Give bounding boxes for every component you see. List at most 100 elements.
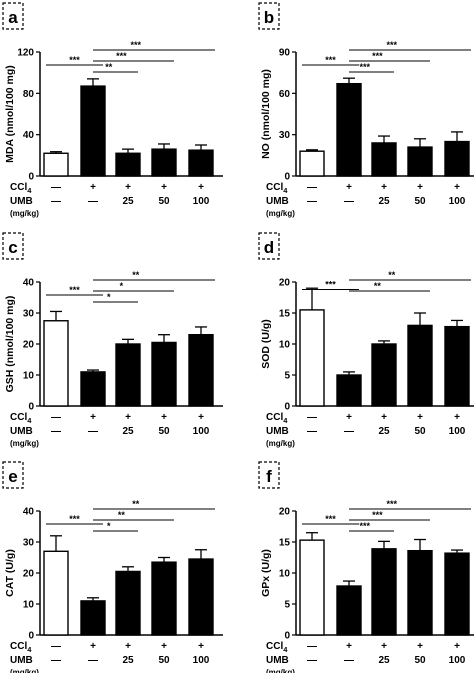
panel-d-bar xyxy=(444,325,470,407)
panel-c-bar xyxy=(151,341,177,407)
panel-f-significance-label: *** xyxy=(372,510,383,520)
ccl4-subscript: 4 xyxy=(283,645,288,654)
panel-e-ccl4-cell: + xyxy=(198,641,204,652)
panel-a-letter: a xyxy=(8,8,18,27)
panel-f-y-tick-label: 15 xyxy=(279,538,291,549)
panel-f-bar xyxy=(444,552,470,636)
panel-e-significance-label: * xyxy=(107,521,111,531)
panel-d-unit-label: (mg/kg) xyxy=(266,439,295,448)
panel-d-letter-box xyxy=(258,232,280,260)
panel-d-significance-label: ** xyxy=(374,281,382,291)
panel-b-umb-cell: 50 xyxy=(414,196,426,207)
panel-c-umb-cell: 100 xyxy=(193,426,210,437)
ccl4-subscript: 4 xyxy=(27,186,32,195)
panel-a-significance-label: ** xyxy=(105,62,113,72)
panel-c-significance-label: ** xyxy=(132,270,140,280)
ccl4-label-text: CCl xyxy=(266,412,283,423)
panel-e-significance-label: ** xyxy=(132,499,140,509)
panel-d-ccl4-cell: + xyxy=(454,412,460,423)
panel-e-y-tick-label: 0 xyxy=(28,631,34,642)
panel-e-letter-box xyxy=(2,461,24,489)
ccl4-subscript: 4 xyxy=(283,186,288,195)
panel-a-ccl4-label: CCl4 xyxy=(10,182,32,195)
panel-a-bar xyxy=(188,149,214,177)
panel-e-y-tick-label: 10 xyxy=(23,600,35,611)
panel-c-umb-cell: — xyxy=(88,426,98,437)
panel-e-y-tick-label: 30 xyxy=(23,538,35,549)
panel-f-bar xyxy=(371,548,397,636)
panel-c-ccl4-cell: + xyxy=(198,412,204,423)
panel-e-y-axis-label: CAT (U/g) xyxy=(4,549,16,597)
panel-f-significance-label: *** xyxy=(359,521,370,531)
panel-d-ccl4-cell: + xyxy=(381,412,387,423)
panel-b-umb-cell: — xyxy=(307,196,317,207)
panel-e-significance-label: *** xyxy=(69,514,80,524)
panel-e-ccl4-cell: — xyxy=(51,641,61,652)
panel-b-significance-label: *** xyxy=(372,51,383,61)
panel-f-umb-cell: 25 xyxy=(378,655,390,666)
panel-e-umb-cell: 25 xyxy=(122,655,134,666)
panel-a-umb-cell: 25 xyxy=(122,196,134,207)
panel-b-bar xyxy=(336,82,362,177)
panel-a-significance-label: *** xyxy=(130,40,141,50)
panel-f-letter: f xyxy=(266,467,272,486)
panel-a-bar xyxy=(115,152,141,177)
ccl4-label-text: CCl xyxy=(10,182,27,193)
panel-e-umb-cell: — xyxy=(88,655,98,666)
panel-e-bar xyxy=(115,570,141,636)
panel-b-ccl4-cell: — xyxy=(307,182,317,193)
panel-b-significance-label: *** xyxy=(359,62,370,72)
panel-e-bar xyxy=(188,558,214,636)
panel-c-umb-cell: — xyxy=(51,426,61,437)
ccl4-label-text: CCl xyxy=(10,641,27,652)
panel-d-umb-cell: 100 xyxy=(449,426,466,437)
panel-e-ccl4-cell: + xyxy=(90,641,96,652)
panel-a-umb-cell: — xyxy=(88,196,98,207)
panel-f-umb-label: UMB xyxy=(266,655,289,666)
panel-a-y-tick-label: 80 xyxy=(23,89,35,100)
panel-c-bar xyxy=(115,343,141,407)
panel-c-ccl4-label: CCl4 xyxy=(10,412,32,425)
panel-a-y-tick-label: 120 xyxy=(17,48,34,59)
panel-a-letter-box xyxy=(2,2,24,30)
panel-c-umb-label: UMB xyxy=(10,426,33,437)
panel-a-y-tick-label: 0 xyxy=(28,172,34,183)
panel-a-unit-label: (mg/kg) xyxy=(10,209,39,218)
ccl4-subscript: 4 xyxy=(27,645,32,654)
panel-c-y-tick-label: 40 xyxy=(23,278,35,289)
panel-d-bar xyxy=(336,374,362,407)
panel-a-ccl4-cell: + xyxy=(161,182,167,193)
panel-a-umb-cell: 100 xyxy=(193,196,210,207)
panel-d-ccl4-label: CCl4 xyxy=(266,412,288,425)
panel-b-ccl4-label: CCl4 xyxy=(266,182,288,195)
panel-a-ccl4-cell: + xyxy=(90,182,96,193)
panel-e-umb-cell: — xyxy=(51,655,61,666)
panel-f-ccl4-cell: + xyxy=(346,641,352,652)
panel-b-y-tick-label: 0 xyxy=(284,172,290,183)
panel-e-umb-cell: 50 xyxy=(158,655,170,666)
panel-e-significance-label: ** xyxy=(118,510,126,520)
panel-b-umb-cell: 100 xyxy=(449,196,466,207)
panel-f-y-tick-label: 10 xyxy=(279,569,291,580)
panel-a-ccl4-cell: — xyxy=(51,182,61,193)
panel-b-unit-label: (mg/kg) xyxy=(266,209,295,218)
panel-c-ccl4-cell: + xyxy=(90,412,96,423)
panel-e-bar xyxy=(151,561,177,636)
panel-d-bar xyxy=(299,309,325,407)
panel-c-y-tick-label: 30 xyxy=(23,309,35,320)
panel-c-umb-cell: 25 xyxy=(122,426,134,437)
panel-d-umb-cell: 50 xyxy=(414,426,426,437)
panel-d-y-tick-label: 0 xyxy=(284,402,290,413)
panel-c-letter-box xyxy=(2,232,24,260)
panel-e-letter: e xyxy=(8,467,17,486)
panel-b-bar xyxy=(407,146,433,177)
panel-d-ccl4-cell: — xyxy=(307,412,317,423)
panel-a-significance-label: *** xyxy=(116,51,127,61)
panel-a-y-axis-label: MDA (nmol/100 mg) xyxy=(4,65,16,163)
panel-f-ccl4-cell: — xyxy=(307,641,317,652)
panel-f-y-tick-label: 20 xyxy=(279,507,291,518)
panel-d-significance-label: *** xyxy=(325,280,336,290)
panel-a-y-tick-label: 40 xyxy=(23,130,35,141)
